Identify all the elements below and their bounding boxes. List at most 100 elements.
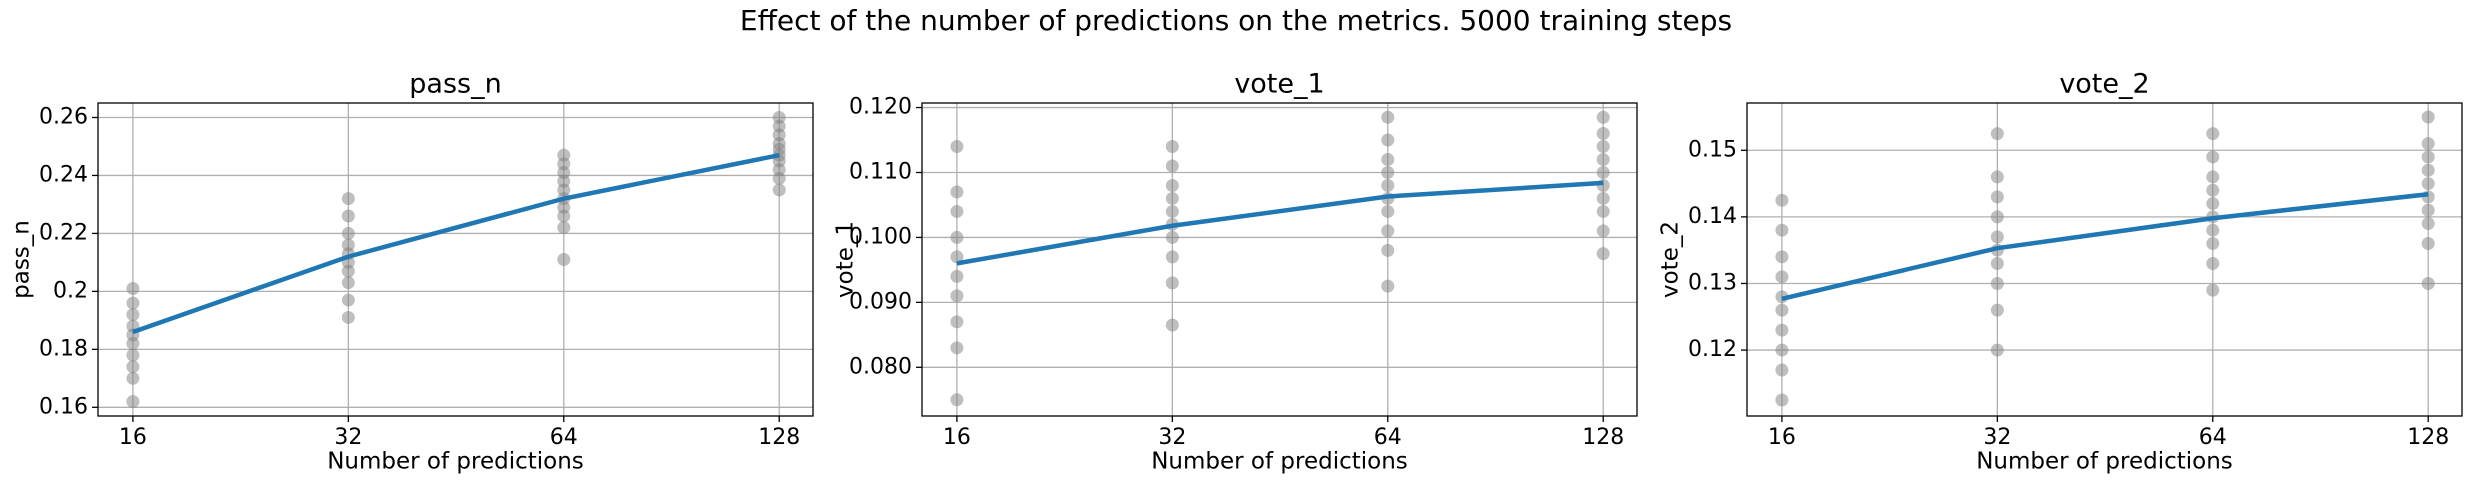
y-axis-label: vote_1 — [833, 221, 859, 298]
scatter-point — [1596, 204, 1610, 218]
chart-title: vote_2 — [2059, 69, 2149, 100]
scatter-point — [1990, 127, 2004, 141]
chart-title: pass_n — [409, 69, 501, 100]
scatter-point — [1775, 343, 1789, 357]
scatter-point — [126, 281, 140, 295]
scatter-point — [341, 238, 355, 252]
scatter-point — [1596, 140, 1610, 154]
scatter-point — [1381, 204, 1395, 218]
scatter-point — [772, 183, 786, 197]
scatter-point — [1990, 256, 2004, 270]
y-tick-label: 0.18 — [39, 336, 88, 361]
y-tick-label: 0.26 — [39, 104, 88, 129]
scatter-point — [2421, 203, 2435, 217]
scatter-point — [1990, 303, 2004, 317]
scatter-point — [557, 148, 571, 162]
scatter-point — [950, 185, 964, 199]
scatter-point — [1165, 204, 1179, 218]
scatter-point — [2206, 197, 2220, 211]
x-tick-label: 32 — [1158, 425, 1186, 450]
y-tick-label: 0.080 — [849, 354, 912, 379]
scatter-point — [2206, 150, 2220, 164]
x-tick-label: 64 — [550, 425, 578, 450]
scatter-point — [1775, 270, 1789, 284]
y-tick-label: 0.090 — [849, 289, 912, 314]
scatter-point — [1381, 224, 1395, 238]
scatter-point — [1165, 178, 1179, 192]
scatter-point — [1165, 250, 1179, 264]
axes-frame — [1746, 102, 2463, 417]
scatter-point — [1775, 323, 1789, 337]
scatter-point — [557, 221, 571, 235]
scatter-point — [950, 250, 964, 264]
scatter-point — [1775, 393, 1789, 407]
scatter-point — [2421, 110, 2435, 124]
scatter-point — [557, 253, 571, 266]
scatter-point — [1596, 152, 1610, 166]
scatter-point — [126, 308, 140, 322]
scatter-point — [950, 230, 964, 244]
scatter-point — [772, 110, 786, 124]
scatter-point — [2421, 276, 2435, 290]
x-tick-label: 16 — [943, 425, 971, 450]
y-tick-label: 0.12 — [1688, 337, 1737, 362]
scatter-point — [341, 209, 355, 223]
y-tick-label: 0.13 — [1688, 270, 1737, 295]
x-tick-label: 32 — [1983, 425, 2011, 450]
scatter-point — [2421, 177, 2435, 191]
scatter-point — [950, 289, 964, 303]
scatter-point — [2206, 256, 2220, 270]
scatter-point — [341, 310, 355, 324]
y-axis-label: vote_2 — [1658, 221, 1684, 298]
mean-line — [1781, 191, 2429, 301]
scatter-point — [1165, 159, 1179, 173]
mean-line — [956, 180, 1604, 266]
scatter-point — [2206, 170, 2220, 184]
axes-frame — [921, 102, 1638, 417]
scatter-point — [2206, 127, 2220, 141]
scatter-point — [1165, 276, 1179, 290]
scatter-point — [1596, 165, 1610, 179]
scatter-point — [1596, 110, 1610, 124]
scatter-point — [1775, 193, 1789, 207]
scatter-point — [1165, 140, 1179, 154]
scatter-point — [126, 360, 140, 374]
y-tick-label: 0.120 — [849, 95, 912, 120]
scatter-point — [1381, 133, 1395, 147]
y-tick-label: 0.22 — [39, 220, 88, 245]
scatter-point — [126, 296, 140, 310]
y-tick-label: 0.100 — [849, 224, 912, 249]
scatter-point — [950, 204, 964, 218]
figure-title: Effect of the number of predictions on t… — [740, 4, 1732, 37]
scatter-point — [2421, 217, 2435, 231]
scatter-point — [1165, 191, 1179, 205]
x-axis-label: Number of predictions — [1976, 449, 2233, 475]
scatter-point — [126, 348, 140, 362]
scatter-point — [1381, 165, 1395, 179]
scatter-point — [2421, 163, 2435, 177]
x-tick-label: 128 — [758, 425, 800, 450]
scatter-point — [1990, 230, 2004, 244]
y-axis-label: pass_n — [9, 220, 35, 299]
scatter-point — [2421, 237, 2435, 251]
scatter-point — [1596, 127, 1610, 141]
scatter-point — [1165, 318, 1179, 332]
scatter-point — [2206, 237, 2220, 251]
scatter-point — [341, 276, 355, 290]
y-tick-label: 0.24 — [39, 162, 88, 187]
scatter-point — [1381, 178, 1395, 192]
chart-title: vote_1 — [1234, 69, 1324, 100]
scatter-point — [2206, 223, 2220, 237]
scatter-point — [2206, 283, 2220, 297]
scatter-point — [950, 393, 964, 407]
scatter-point — [341, 293, 355, 307]
scatter-point — [950, 315, 964, 329]
scatter-point — [950, 140, 964, 154]
scatter-point — [2421, 150, 2435, 164]
scatter-point — [1775, 363, 1789, 377]
scatter-point — [1596, 247, 1610, 261]
scatter-point — [1775, 303, 1789, 317]
scatter-point — [126, 395, 140, 409]
axes-frame — [97, 102, 814, 417]
